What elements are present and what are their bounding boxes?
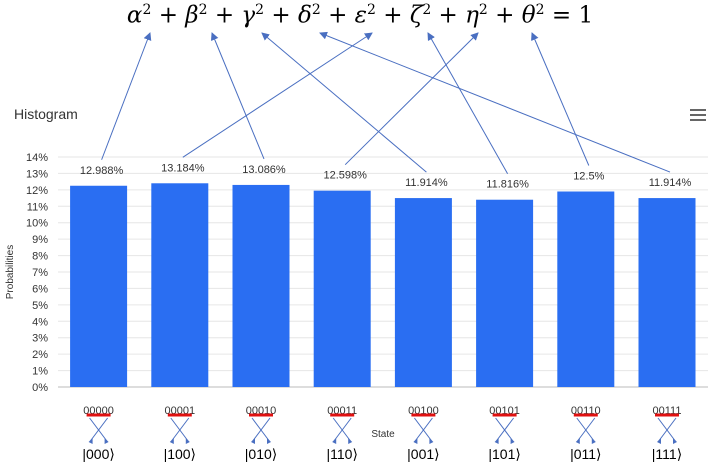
ket-label: |000⟩: [82, 446, 114, 462]
ket-label: |010⟩: [245, 446, 277, 462]
annotation-arrow: [261, 32, 427, 173]
hamburger-menu-icon[interactable]: [690, 109, 706, 122]
y-tick-label: 8%: [32, 251, 48, 263]
y-tick-label: 9%: [32, 234, 48, 246]
ket-label: |011⟩: [570, 446, 601, 462]
annotation-arrow: [182, 32, 373, 158]
swap-arrowhead: [332, 438, 353, 444]
y-tick-label: 10%: [26, 218, 48, 230]
data-label: 12.5%: [573, 171, 604, 183]
ket-label: |110⟩: [326, 446, 357, 462]
swap-arrowhead: [413, 438, 434, 444]
swap-arrowhead: [657, 438, 677, 444]
bar: [70, 185, 128, 387]
term-alpha: α: [126, 2, 143, 29]
annotation-arrow: [427, 32, 509, 174]
bar: [232, 184, 290, 387]
y-tick-label: 2%: [32, 349, 48, 361]
y-tick-label: 5%: [32, 300, 48, 312]
y-tick-label: 0%: [32, 382, 48, 394]
y-axis-title: Probabilities: [5, 245, 16, 299]
annotation-arrow: [101, 32, 152, 160]
bar: [638, 198, 696, 387]
annotation-arrow: [344, 32, 479, 166]
bar: [394, 198, 452, 387]
swap-arrowhead: [251, 438, 271, 444]
ket-label: |111⟩: [652, 446, 682, 462]
y-tick-label: 7%: [32, 267, 48, 279]
ket-label: |001⟩: [407, 446, 439, 462]
data-label: 12.988%: [80, 165, 124, 177]
data-label: 11.914%: [649, 177, 692, 189]
swap-arrowhead: [575, 438, 596, 444]
swap-arrowhead: [88, 438, 109, 444]
y-tick-label: 12%: [26, 185, 48, 197]
y-tick-label: 11%: [27, 201, 48, 213]
term-gamma: γ: [241, 2, 256, 29]
ket-label: |100⟩: [164, 446, 196, 462]
swap-arrowhead: [169, 438, 190, 444]
data-label: 13.184%: [161, 162, 205, 174]
bar: [151, 183, 209, 387]
annotation-arrow: [531, 32, 590, 166]
normalization-equation: α2 + β2 + γ2 + δ2 + ε2 + ζ2 + η2 + θ2 = …: [126, 2, 594, 29]
annotation-arrow: [319, 31, 671, 173]
ket-label: |101⟩: [488, 446, 520, 462]
y-tick-label: 14%: [26, 152, 48, 164]
bar: [313, 190, 371, 387]
data-label: 13.086%: [242, 164, 286, 176]
y-tick-label: 1%: [32, 366, 48, 378]
term-beta: β: [185, 2, 199, 29]
term-delta: δ: [297, 2, 312, 29]
y-tick-label: 13%: [26, 168, 48, 180]
bar: [557, 191, 615, 387]
equation-rhs: 1: [578, 2, 594, 29]
y-tick-label: 4%: [32, 316, 48, 328]
chart-title: Histogram: [14, 106, 78, 122]
annotation-arrow: [210, 32, 265, 160]
x-axis-title: State: [371, 429, 395, 440]
term-eta: η: [465, 2, 479, 29]
term-epsilon: ε: [354, 2, 368, 29]
data-label: 11.914%: [405, 177, 448, 189]
y-tick-label: 3%: [32, 333, 48, 345]
data-label: 12.598%: [323, 170, 367, 182]
term-zeta: ζ: [409, 2, 423, 29]
data-label: 11.816%: [486, 179, 529, 191]
term-theta: θ: [521, 2, 536, 29]
swap-arrowhead: [494, 438, 515, 444]
y-tick-label: 6%: [32, 283, 48, 295]
bar: [476, 199, 534, 387]
